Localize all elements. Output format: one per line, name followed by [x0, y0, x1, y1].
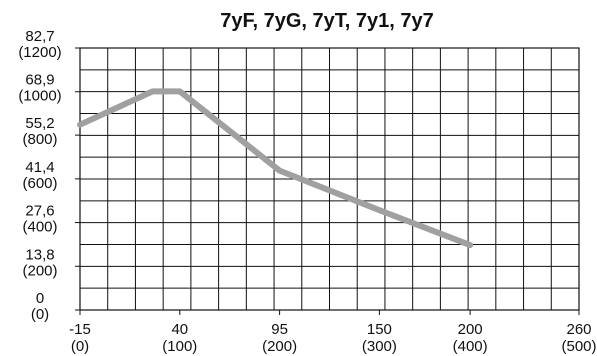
- series-line: [77, 88, 474, 249]
- y-tick-label: 41,4: [25, 159, 54, 176]
- y-tick-label: 0: [36, 290, 44, 307]
- x-tick-label: -15: [69, 321, 91, 338]
- x-tick-sublabel: (0): [71, 338, 89, 355]
- y-tick-sublabel: (800): [22, 131, 57, 148]
- y-tick-label: 13,8: [25, 246, 54, 263]
- y-tick-sublabel: (1200): [18, 44, 61, 61]
- y-tick-sublabel: (400): [22, 219, 57, 236]
- grid: [79, 47, 580, 311]
- series-layer: [77, 88, 474, 249]
- y-tick-label: 27,6: [25, 203, 54, 220]
- x-tick-label: 150: [367, 321, 392, 338]
- y-tick-label: 82,7: [25, 28, 54, 45]
- x-tick-sublabel: (400): [453, 338, 488, 355]
- chart-title: 7yF, 7yG, 7yT, 7y1, 7y7: [220, 10, 434, 32]
- x-tick-label: 95: [271, 321, 288, 338]
- x-tick-label: 200: [458, 321, 483, 338]
- x-tick-label: 260: [566, 321, 591, 338]
- y-tick-sublabel: (200): [22, 262, 57, 279]
- x-tick-sublabel: (200): [262, 338, 297, 355]
- x-tick-sublabel: (500): [561, 338, 596, 355]
- y-tick-sublabel: (600): [22, 175, 57, 192]
- axes: [75, 47, 580, 315]
- y-tick-label: 55,2: [25, 115, 54, 132]
- y-tick-sublabel: (1000): [18, 88, 61, 105]
- x-tick-label: 40: [171, 321, 188, 338]
- y-tick-sublabel: (0): [31, 306, 49, 323]
- x-tick-sublabel: (100): [162, 338, 197, 355]
- y-tick-label: 68,9: [25, 72, 54, 89]
- tick-labels: 0(0)13,8(200)27,6(400)41,4(600)55,2(800)…: [18, 28, 596, 355]
- x-tick-sublabel: (300): [362, 338, 397, 355]
